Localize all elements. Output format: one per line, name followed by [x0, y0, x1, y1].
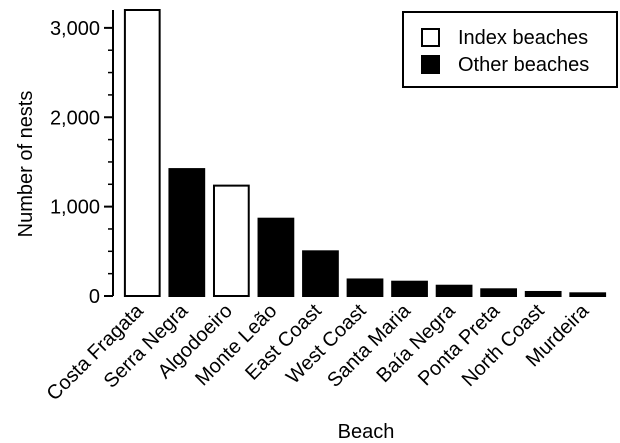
y-axis-label: Number of nests [15, 91, 37, 238]
y-tick-label: 1,000 [50, 197, 100, 219]
y-tick-label: 3,000 [50, 18, 100, 40]
legend-swatch [421, 28, 440, 47]
bar-east-coast [302, 250, 339, 297]
bar-serra-negra [168, 168, 206, 297]
bar-algodoeiro [212, 184, 250, 297]
legend-box [402, 11, 618, 88]
bars [123, 9, 607, 298]
bar-murdeira [569, 292, 607, 298]
legend-label: Other beaches [458, 54, 589, 76]
bar-north-coast [524, 290, 562, 297]
x-axis-label: Beach [338, 421, 395, 443]
bar-santa-maria [391, 280, 428, 298]
bar-west-coast [346, 278, 384, 298]
bar-costa-fragata [123, 9, 161, 297]
bar-monte-le-o [257, 217, 295, 297]
y-axis: 0 1,000 2,000 3,000 [50, 10, 114, 308]
legend-label: Index beaches [458, 27, 588, 49]
legend: Index beaches Other beaches [402, 11, 618, 88]
y-tick-label: 2,000 [50, 107, 100, 129]
y-tick-label: 0 [89, 286, 100, 308]
bar-ponta-preta [480, 288, 518, 297]
legend-swatch [421, 55, 440, 74]
bar-ba-a-negra [435, 284, 473, 297]
